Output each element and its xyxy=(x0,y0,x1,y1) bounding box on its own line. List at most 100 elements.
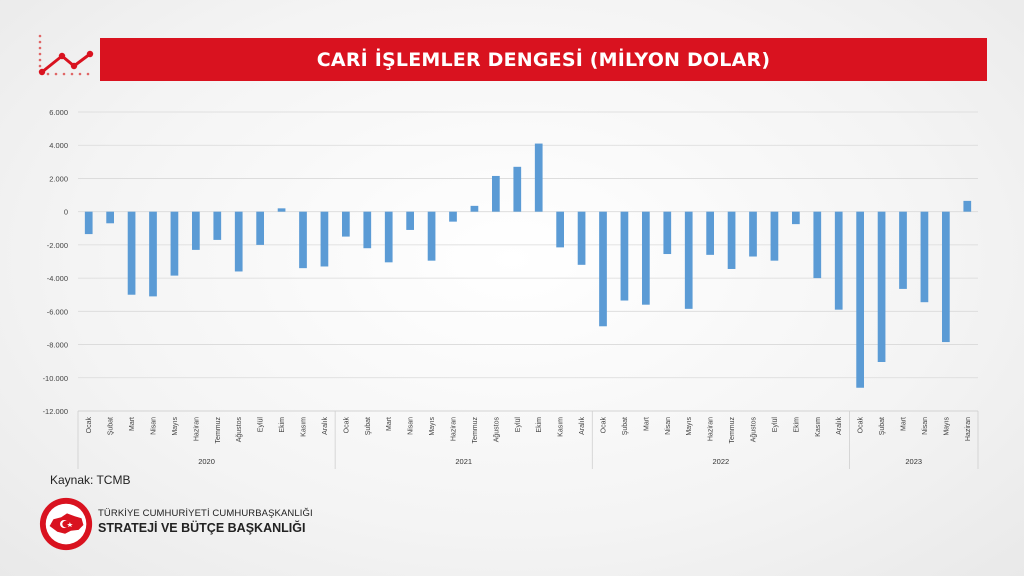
gridlines xyxy=(78,111,978,412)
x-tick-label: Haziran xyxy=(193,417,200,441)
x-tick-label: Haziran xyxy=(965,417,972,441)
x-tick-label: Kasım xyxy=(815,417,822,437)
bar xyxy=(256,211,264,245)
bar xyxy=(792,211,800,225)
y-tick-label: -6.000 xyxy=(47,307,68,316)
x-tick-label: Mayıs xyxy=(943,417,950,436)
bar xyxy=(384,211,393,263)
bar xyxy=(727,211,736,269)
x-tick-label: Temmuz xyxy=(729,417,736,444)
chart-title: CARİ İŞLEMLER DENGESİ (MİLYON DOLAR) xyxy=(100,38,987,81)
y-tick-label: -4.000 xyxy=(47,274,68,283)
bar xyxy=(899,211,907,289)
bar xyxy=(492,175,500,212)
bar xyxy=(684,211,693,309)
source-note: Kaynak: TCMB xyxy=(50,473,131,487)
bar xyxy=(234,211,243,272)
bar xyxy=(556,211,564,248)
bar xyxy=(534,143,543,212)
y-tick-label: 2.000 xyxy=(49,174,68,183)
x-tick-label: Ekim xyxy=(279,417,286,433)
x-tick-label: Şubat xyxy=(108,417,115,435)
bar xyxy=(577,211,586,265)
bar xyxy=(942,211,950,343)
bar xyxy=(363,211,372,249)
bar xyxy=(106,211,114,224)
y-tick-label: -8.000 xyxy=(47,341,68,350)
bar xyxy=(170,211,179,276)
x-tick-label: Nisan xyxy=(922,417,929,435)
x-tick-label: Şubat xyxy=(879,417,886,435)
bar xyxy=(813,211,822,279)
y-tick-label: 6.000 xyxy=(49,108,68,117)
bar xyxy=(706,211,714,255)
bar xyxy=(84,211,93,235)
bar xyxy=(749,211,757,257)
year-label: 2023 xyxy=(905,457,922,466)
x-tick-label: Ekim xyxy=(536,417,543,433)
bar xyxy=(877,211,886,362)
bar xyxy=(427,211,436,261)
x-tick-label: Nisan xyxy=(665,417,672,435)
bar xyxy=(620,211,629,301)
x-tick-label: Mayıs xyxy=(172,417,179,436)
x-tick-label: Şubat xyxy=(622,417,629,435)
x-tick-label: Nisan xyxy=(408,417,415,435)
bar xyxy=(470,205,479,212)
x-tick-label: Ağustos xyxy=(493,417,500,443)
bar xyxy=(663,211,672,255)
x-axis-ticks: Ocak Şubat Mart Nisan Mayıs Haziran Temmuz Ağus… xyxy=(77,410,979,469)
bar xyxy=(277,208,286,212)
bar xyxy=(149,211,157,297)
x-tick-label: Ağustos xyxy=(236,417,243,443)
x-tick-label: Eylül xyxy=(258,417,265,433)
bar xyxy=(406,211,414,230)
bar xyxy=(770,211,779,261)
org-line-1: TÜRKİYE CUMHURİYETİ CUMHURBAŞKANLIĞI xyxy=(98,508,313,519)
x-tick-label: Kasım xyxy=(558,417,565,437)
x-tick-label: Haziran xyxy=(451,417,458,441)
strategy-budget-emblem-icon xyxy=(39,497,93,551)
y-tick-label: -10.000 xyxy=(43,374,68,383)
x-tick-label: Ekim xyxy=(793,417,800,433)
x-tick-label: Mart xyxy=(643,417,650,431)
bar xyxy=(299,211,307,269)
x-tick-label: Mart xyxy=(901,417,908,431)
trend-line-icon xyxy=(38,34,94,76)
bar xyxy=(192,211,200,250)
x-tick-label: Ocak xyxy=(858,417,865,434)
bar xyxy=(856,211,864,388)
x-tick-label: Aralık xyxy=(579,417,586,435)
year-label: 2022 xyxy=(713,457,730,466)
bar xyxy=(513,166,522,212)
y-tick-label: 4.000 xyxy=(49,141,68,150)
y-tick-label: 0 xyxy=(64,208,68,217)
x-tick-label: Aralık xyxy=(322,417,329,435)
x-tick-label: Haziran xyxy=(708,417,715,441)
x-tick-label: Nisan xyxy=(151,417,158,435)
bar xyxy=(963,200,972,212)
bar xyxy=(599,211,607,327)
x-tick-label: Ağustos xyxy=(751,417,758,443)
bar xyxy=(642,211,650,305)
bar xyxy=(834,211,843,310)
year-label: 2020 xyxy=(198,457,215,466)
bar xyxy=(213,211,222,240)
x-tick-label: Ocak xyxy=(343,417,350,434)
org-line-2: STRATEJİ VE BÜTÇE BAŞKANLIĞI xyxy=(98,521,306,535)
bar xyxy=(127,211,136,295)
bar xyxy=(342,211,350,237)
year-label: 2021 xyxy=(455,457,472,466)
x-tick-label: Kasım xyxy=(301,417,308,437)
bar xyxy=(320,211,329,267)
x-tick-label: Eylül xyxy=(772,417,779,433)
x-tick-label: Mart xyxy=(386,417,393,431)
y-axis-ticks: 6.000 4.000 2.000 0 -2.000 -4.000 -6.000 -8.000… xyxy=(43,108,68,416)
x-tick-label: Mayıs xyxy=(686,417,693,436)
x-tick-label: Aralık xyxy=(836,417,843,435)
bar xyxy=(920,211,929,303)
y-tick-label: -12.000 xyxy=(43,407,68,416)
x-tick-label: Ocak xyxy=(601,417,608,434)
x-tick-label: Temmuz xyxy=(472,417,479,444)
